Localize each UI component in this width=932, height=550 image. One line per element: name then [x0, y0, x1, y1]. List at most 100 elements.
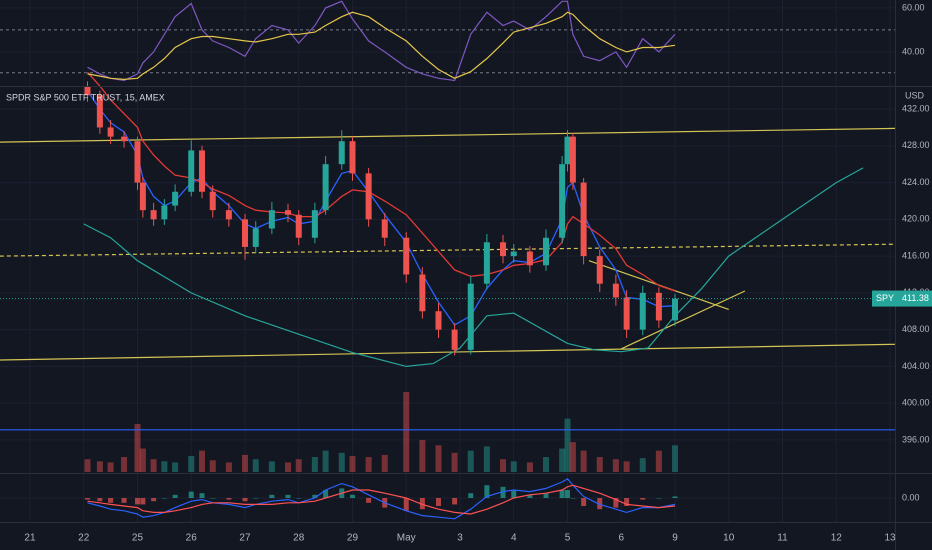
volume-bar	[365, 457, 372, 472]
histogram-bar	[97, 498, 103, 502]
histogram-bar	[285, 494, 291, 498]
candle-body	[107, 127, 114, 137]
candle-body	[338, 141, 345, 165]
candle-body	[580, 182, 587, 257]
volume-bar	[435, 445, 442, 472]
volume-bar	[639, 458, 646, 472]
overlay: 21 22 25 26 27 28 29 May 3 4 5 6 9 10 11 12 13 432.00 428.…	[24, 2, 932, 544]
histogram-bar	[323, 490, 329, 498]
histogram-bar	[613, 498, 619, 508]
histogram-bar	[500, 486, 506, 498]
histogram-bar	[226, 498, 232, 500]
histogram-bar	[172, 494, 178, 498]
y-tick-label: 0.00	[902, 492, 920, 502]
y-tick-label: 408.00	[902, 324, 930, 334]
moving-average	[87, 71, 676, 292]
histogram-bar	[597, 498, 603, 510]
histogram-bar	[559, 490, 565, 498]
moving-average	[86, 90, 676, 326]
volume-bar	[107, 462, 114, 472]
candle-body	[284, 210, 291, 215]
volume-bar	[510, 461, 517, 472]
candle-body	[96, 95, 103, 128]
volume-bar	[252, 459, 259, 472]
trend-line	[0, 127, 896, 143]
candle-body	[84, 86, 91, 96]
price-symbol: SPY	[876, 293, 894, 303]
candle-body	[225, 210, 232, 220]
histogram-bar	[419, 498, 425, 510]
histogram-bar	[253, 498, 259, 499]
volume-bar	[161, 461, 168, 472]
volume-bar	[349, 456, 356, 472]
volume-bar	[419, 440, 426, 472]
x-tick-label: 11	[777, 533, 788, 544]
currency-label: USD	[905, 90, 925, 100]
histogram-bar	[403, 498, 409, 511]
histogram-bar	[85, 498, 91, 500]
histogram-bar	[349, 494, 355, 498]
x-tick-label: 22	[78, 533, 90, 544]
candle-body	[655, 292, 662, 321]
volume-bar	[483, 446, 490, 472]
histogram-bar	[134, 498, 140, 505]
volume-bar	[451, 452, 458, 472]
volume-bar	[623, 461, 630, 472]
histogram-bar	[366, 498, 372, 503]
histogram-bar	[242, 498, 248, 502]
volume-bar	[542, 457, 549, 472]
volume-bar	[564, 418, 571, 472]
candle-body	[623, 297, 630, 330]
histogram-bar	[581, 498, 587, 506]
volume-bar	[499, 459, 506, 472]
x-tick-label: 3	[457, 533, 463, 544]
x-tick-label: 13	[884, 533, 896, 544]
x-tick-label: 12	[831, 533, 843, 544]
candle-body	[365, 173, 372, 220]
volume-bar	[612, 459, 619, 472]
candle-body	[322, 164, 329, 211]
x-tick-label: 28	[293, 533, 305, 544]
x-tick-label: May	[397, 533, 416, 544]
histogram-bar	[570, 498, 576, 499]
candle-body	[542, 237, 549, 266]
histogram-bar	[640, 498, 646, 500]
volume-bar	[84, 459, 91, 472]
volume-bar	[338, 452, 345, 472]
candle-body	[209, 191, 216, 211]
x-tick-label: 6	[618, 533, 624, 544]
y-tick-label: 404.00	[902, 361, 930, 371]
x-tick-label: 9	[672, 533, 678, 544]
volume-bar	[655, 450, 662, 472]
histogram-bar	[484, 485, 490, 498]
volume-bar	[188, 456, 195, 472]
y-tick-label: 416.00	[902, 250, 930, 260]
candle-body	[510, 251, 517, 257]
histogram-bar	[452, 498, 458, 505]
candle-body	[349, 141, 356, 174]
histogram-bar	[527, 494, 533, 498]
x-tick-label: 4	[511, 533, 517, 544]
y-tick-label: 432.00	[902, 103, 930, 113]
price-label-box	[872, 290, 932, 307]
candle-body	[451, 329, 458, 350]
histogram-bar	[210, 498, 216, 499]
y-tick-label: 424.00	[902, 177, 930, 187]
candle-body	[150, 210, 157, 220]
histogram-bar	[624, 498, 630, 506]
x-tick-label: 27	[239, 533, 251, 544]
candle-body	[139, 182, 146, 211]
volume-bar	[209, 460, 216, 472]
volume-bar	[241, 454, 248, 472]
volume-bar	[596, 457, 603, 472]
volume-bar	[121, 457, 128, 472]
price-value: 411.38	[902, 293, 929, 303]
indicator-line	[87, 11, 676, 81]
x-tick-label: 26	[186, 533, 198, 544]
candle-body	[569, 136, 576, 183]
histogram-bar	[543, 493, 549, 498]
candle-body	[134, 141, 141, 183]
candle-body	[467, 283, 474, 350]
candle-body	[295, 214, 302, 238]
